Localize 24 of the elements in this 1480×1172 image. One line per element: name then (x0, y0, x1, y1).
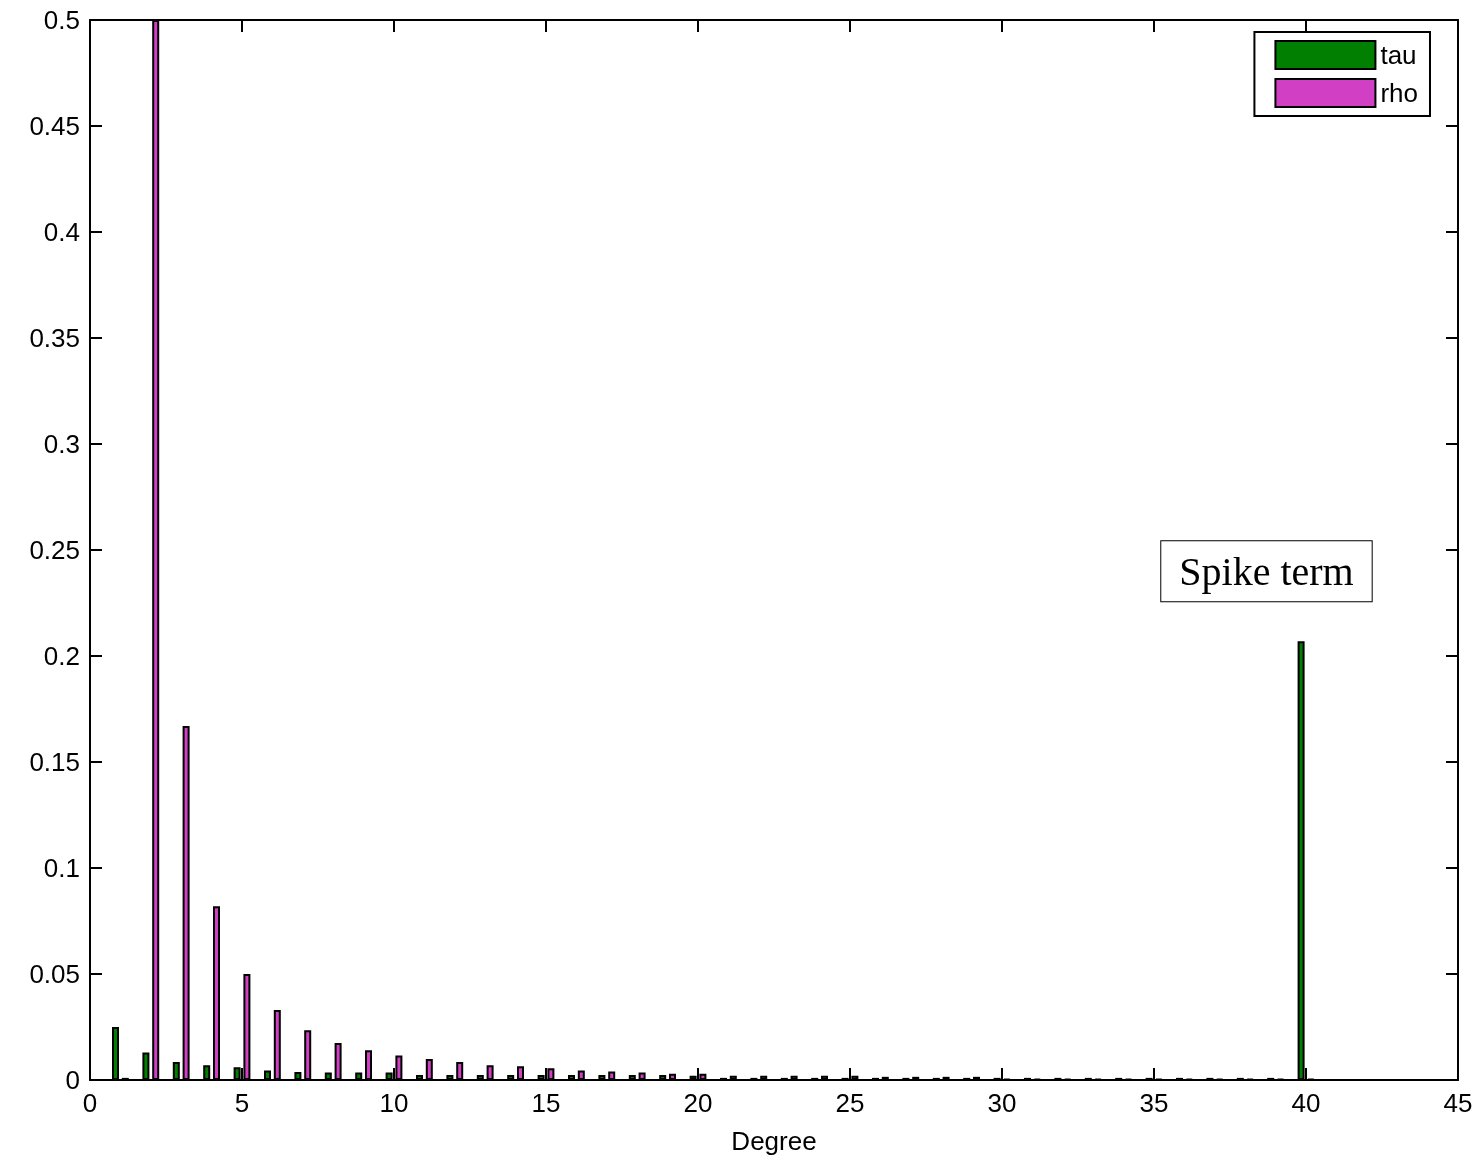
x-tick-label: 25 (835, 1088, 865, 1118)
y-tick-label: 0.1 (43, 853, 80, 883)
y-tick-label: 0.25 (29, 535, 80, 565)
y-tick-label: 0.3 (43, 429, 80, 459)
y-tick-label: 0.5 (43, 5, 80, 35)
y-tick-label: 0.15 (29, 747, 80, 777)
x-tick-label: 45 (1443, 1088, 1473, 1118)
x-tick-label: 10 (379, 1088, 409, 1118)
y-tick-label: 0.05 (29, 959, 80, 989)
legend-label: rho (1380, 78, 1418, 108)
x-tick-label: 40 (1291, 1088, 1321, 1118)
y-tick-label: 0.2 (43, 641, 80, 671)
y-tick-label: 0.45 (29, 111, 80, 141)
y-tick-label: 0.4 (43, 217, 80, 247)
x-tick-label: 30 (987, 1088, 1017, 1118)
x-tick-label: 20 (683, 1088, 713, 1118)
x-tick-label: 35 (1139, 1088, 1169, 1118)
annotation: Spike term (1179, 548, 1354, 594)
x-tick-label: 15 (531, 1088, 561, 1118)
x-tick-label: 5 (234, 1088, 250, 1118)
x-axis-title: Degree (731, 1126, 817, 1156)
y-tick-label: 0 (65, 1065, 80, 1095)
legend-label: tau (1380, 40, 1417, 70)
y-tick-label: 0.35 (29, 323, 80, 353)
